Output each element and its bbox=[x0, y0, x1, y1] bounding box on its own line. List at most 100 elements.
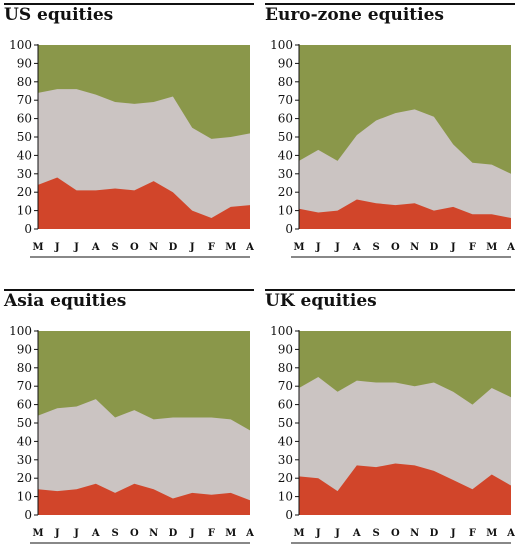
y-tick-label: 60 bbox=[17, 398, 32, 412]
y-tick-label: 0 bbox=[285, 508, 293, 522]
x-tick-label: M bbox=[293, 242, 304, 253]
x-tick-label: O bbox=[391, 528, 400, 539]
x-tick-label: S bbox=[111, 528, 118, 539]
x-tick-label: S bbox=[372, 528, 379, 539]
y-tick-label: 100 bbox=[270, 38, 293, 52]
area-middle-band bbox=[299, 109, 511, 229]
chart-title: Asia equities bbox=[4, 291, 127, 311]
y-tick-label: 40 bbox=[17, 434, 32, 448]
y-tick-label: 40 bbox=[278, 148, 293, 162]
x-tick-label: M bbox=[32, 528, 43, 539]
x-tick-label: N bbox=[410, 528, 419, 539]
x-tick-label: J bbox=[54, 242, 60, 253]
x-tick-label: J bbox=[334, 242, 340, 253]
y-tick-label: 60 bbox=[278, 112, 293, 126]
panel-rule bbox=[265, 289, 515, 291]
y-tick-label: 60 bbox=[17, 112, 32, 126]
y-tick-label: 50 bbox=[17, 130, 32, 144]
x-tick-label: M bbox=[225, 528, 236, 539]
x-tick-label: J bbox=[73, 242, 79, 253]
y-tick-label: 90 bbox=[278, 342, 293, 356]
chart-title: US equities bbox=[4, 5, 114, 25]
y-tick-label: 80 bbox=[278, 361, 293, 375]
y-tick-label: 20 bbox=[17, 471, 32, 485]
chart-panel-uk: UK equities 100 90 80 70 60 50 40 30 20 10 0 M J J A S O… bbox=[265, 289, 515, 554]
y-tick-label: 30 bbox=[17, 453, 32, 467]
y-tick-label: 10 bbox=[17, 204, 32, 218]
x-tick-label: A bbox=[91, 528, 100, 539]
y-tick-label: 90 bbox=[17, 56, 32, 70]
x-tick-label: D bbox=[169, 242, 178, 253]
x-tick-label: J bbox=[189, 242, 195, 253]
x-tick-label: D bbox=[430, 242, 439, 253]
y-tick-label: 90 bbox=[278, 56, 293, 70]
chart-panel-us: US equities 100 90 80 70 60 50 40 30 20 10 0 M J J A S O… bbox=[4, 3, 254, 268]
x-tick-label: A bbox=[91, 242, 100, 253]
x-tick-label: N bbox=[149, 242, 158, 253]
y-tick-label: 100 bbox=[270, 324, 293, 338]
y-tick-label: 0 bbox=[285, 222, 293, 236]
chart-title: Euro-zone equities bbox=[265, 5, 444, 25]
x-tick-label: A bbox=[506, 242, 515, 253]
y-tick-label: 30 bbox=[278, 453, 293, 467]
x-tick-label: D bbox=[430, 528, 439, 539]
y-tick-label: 30 bbox=[278, 167, 293, 181]
y-tick-label: 10 bbox=[278, 204, 293, 218]
area-bottom-band bbox=[38, 483, 250, 515]
area-bottom-band bbox=[38, 177, 250, 229]
x-tick-label: J bbox=[73, 528, 79, 539]
chart-panel-euro-zone: Euro-zone equities 100 90 80 70 60 50 40 30 20 10… bbox=[265, 3, 515, 268]
y-tick-label: 80 bbox=[278, 75, 293, 89]
x-tick-label: A bbox=[245, 242, 254, 253]
x-tick-label: J bbox=[315, 242, 321, 253]
y-tick-label: 30 bbox=[17, 167, 32, 181]
y-tick-label: 60 bbox=[278, 398, 293, 412]
chart-panel-asia: Asia equities 100 90 80 70 60 50 40 30 20 10 0 M J J A… bbox=[4, 289, 254, 554]
x-tick-label: O bbox=[130, 242, 139, 253]
y-tick-label: 70 bbox=[278, 379, 293, 393]
x-tick-label: N bbox=[410, 242, 419, 253]
x-tick-label: F bbox=[208, 528, 215, 539]
x-tick-label: J bbox=[450, 528, 456, 539]
y-tick-label: 20 bbox=[278, 185, 293, 199]
y-tick-label: 20 bbox=[278, 471, 293, 485]
y-tick-label: 0 bbox=[24, 508, 32, 522]
y-tick-label: 90 bbox=[17, 342, 32, 356]
x-tick-label: A bbox=[506, 528, 515, 539]
y-tick-label: 10 bbox=[278, 490, 293, 504]
x-tick-label: F bbox=[208, 242, 215, 253]
y-tick-label: 20 bbox=[17, 185, 32, 199]
x-tick-label: J bbox=[315, 528, 321, 539]
y-tick-label: 40 bbox=[278, 434, 293, 448]
x-tick-label: D bbox=[169, 528, 178, 539]
x-tick-label: J bbox=[334, 528, 340, 539]
x-tick-label: J bbox=[54, 528, 60, 539]
x-tick-label: M bbox=[32, 242, 43, 253]
chart-title: UK equities bbox=[265, 291, 377, 311]
x-tick-label: J bbox=[450, 242, 456, 253]
y-tick-label: 70 bbox=[17, 93, 32, 107]
y-tick-label: 40 bbox=[17, 148, 32, 162]
x-tick-label: F bbox=[469, 528, 476, 539]
panel-rule bbox=[4, 289, 254, 291]
y-tick-label: 80 bbox=[17, 361, 32, 375]
x-tick-label: A bbox=[352, 528, 361, 539]
panel-rule bbox=[4, 3, 254, 5]
y-tick-label: 50 bbox=[17, 416, 32, 430]
x-tick-label: F bbox=[469, 242, 476, 253]
x-tick-label: S bbox=[111, 242, 118, 253]
x-tick-label: M bbox=[225, 242, 236, 253]
x-tick-label: S bbox=[372, 242, 379, 253]
x-tick-label: M bbox=[486, 242, 497, 253]
x-tick-label: M bbox=[293, 528, 304, 539]
y-tick-label: 100 bbox=[9, 38, 32, 52]
y-tick-label: 10 bbox=[17, 490, 32, 504]
y-tick-label: 0 bbox=[24, 222, 32, 236]
y-tick-label: 50 bbox=[278, 130, 293, 144]
area-bottom-band bbox=[299, 199, 511, 229]
y-tick-label: 100 bbox=[9, 324, 32, 338]
